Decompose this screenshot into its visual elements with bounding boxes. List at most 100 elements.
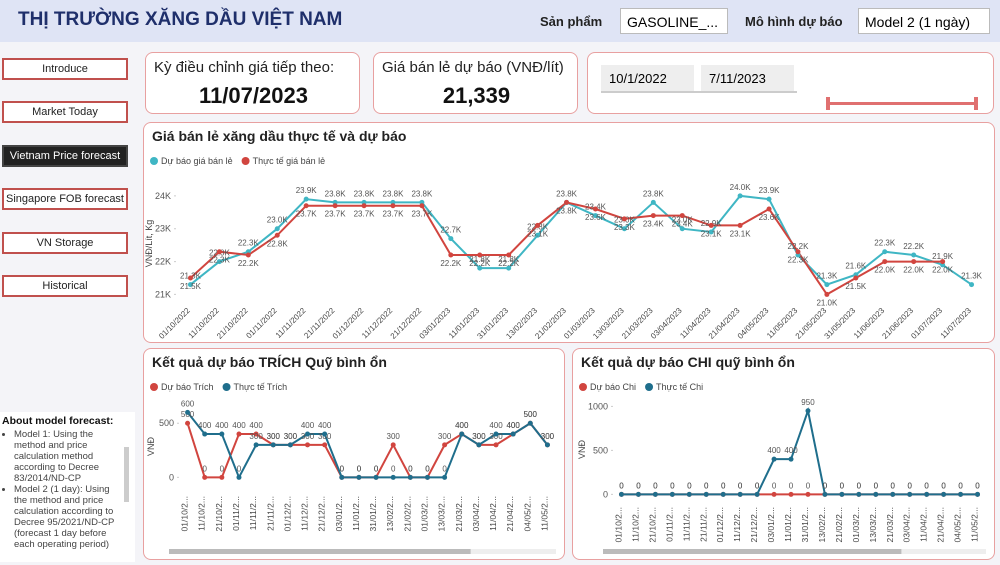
data-label: 0	[687, 481, 692, 490]
data-label: 22.0K	[932, 266, 954, 275]
data-point	[788, 456, 794, 462]
x-tick-label: 04/05/2...	[953, 507, 963, 542]
x-tick-label: 11/04/2...	[919, 507, 929, 542]
data-point	[703, 491, 709, 497]
data-label: 0	[670, 481, 675, 490]
data-label: 23.8K	[643, 189, 665, 198]
data-label: 0	[704, 481, 709, 490]
data-label: 22.2K	[469, 259, 491, 268]
data-label: 22.0K	[903, 266, 925, 275]
data-label: 23.6K	[759, 213, 781, 222]
legend-marker	[579, 383, 587, 391]
data-point	[390, 203, 396, 209]
x-tick-label: 21/10/2...	[647, 507, 657, 542]
data-point	[390, 442, 396, 448]
data-point	[708, 229, 714, 235]
data-label: 0	[425, 464, 430, 473]
data-label: 23.7K	[354, 210, 376, 219]
legend-label: Dự báo Trích	[161, 382, 214, 392]
data-label: 300	[541, 432, 555, 441]
x-tick-label: 01/12/2...	[282, 496, 292, 531]
nav-button[interactable]: Introduce	[2, 58, 128, 80]
data-point	[890, 491, 896, 497]
y-tick-label: 22K	[155, 257, 171, 267]
card-value: 21,339	[442, 83, 511, 108]
legend-label: Thực tế giá bán lẻ	[253, 156, 326, 166]
series-line	[186, 411, 549, 480]
data-label: 21.9K	[932, 252, 954, 261]
x-tick-label: 13/02/2...	[817, 507, 827, 542]
data-point	[754, 491, 760, 497]
data-label: 23.7K	[325, 210, 347, 219]
data-label: 21.3K	[961, 272, 983, 281]
slider-handle[interactable]	[974, 97, 978, 110]
x-tick-label: 11/01/2...	[351, 496, 361, 531]
model-dropdown[interactable]: Model 2 (1 ngày)	[858, 8, 990, 34]
slider-handle[interactable]	[826, 97, 830, 110]
data-label: 400	[215, 421, 229, 430]
card-value: 11/07/2023	[199, 83, 308, 108]
data-label: 22.8K	[267, 239, 289, 248]
data-label: 400	[318, 421, 332, 430]
card-label: Giá bán lẻ dự báo (VNĐ/lít)	[382, 59, 564, 76]
data-point	[635, 491, 641, 497]
product-dropdown[interactable]: GASOLINE_...	[620, 8, 728, 34]
data-point	[202, 431, 208, 437]
data-label: 300	[472, 432, 486, 441]
data-label: 0	[653, 481, 658, 490]
slider-track	[828, 102, 976, 105]
scrollbar-thumb	[603, 549, 902, 554]
data-point	[795, 249, 801, 255]
y-tick-label: 24K	[155, 191, 171, 201]
collect-fund-chart: Kết quả dự báo TRÍCH Quỹ bình ổn Dự báo T…	[143, 348, 565, 560]
data-point	[679, 226, 685, 232]
data-label: 23.1K	[701, 229, 723, 238]
x-tick-label: 11/04/2...	[488, 496, 498, 531]
data-label: 23.0K	[267, 216, 289, 225]
data-label: 0	[391, 464, 396, 473]
x-tick-label: 21/12/2...	[749, 507, 759, 542]
y-tick-label: 500	[159, 418, 174, 428]
data-label: 23.8K	[411, 189, 433, 198]
x-tick-label: 13/03/2...	[437, 496, 447, 531]
data-point	[270, 442, 276, 448]
data-label: 0	[340, 464, 345, 473]
nav-button[interactable]: Historical	[2, 275, 128, 297]
data-point	[219, 474, 225, 480]
end-date[interactable]: 7/11/2023	[701, 65, 794, 91]
nav-button[interactable]: Market Today	[2, 101, 128, 123]
data-point	[185, 420, 191, 426]
data-label: 0	[840, 481, 845, 490]
nav-button[interactable]: Vietnam Price forecast	[2, 145, 128, 167]
data-label: 0	[941, 481, 946, 490]
data-label: 300	[472, 432, 486, 441]
nav-button[interactable]: VN Storage	[2, 232, 128, 254]
data-point	[686, 491, 692, 497]
data-point	[839, 491, 845, 497]
x-tick-label: 04/05/2...	[522, 496, 532, 531]
x-tick-label: 01/11/2022	[244, 306, 279, 341]
nav-button[interactable]: Singapore FOB forecast	[2, 188, 128, 210]
scrollbar[interactable]	[124, 447, 129, 502]
data-point	[236, 431, 242, 437]
data-label: 400	[506, 421, 520, 430]
data-label: 22.3K	[874, 239, 896, 248]
data-label: 0	[857, 481, 862, 490]
data-point	[339, 474, 345, 480]
data-point	[373, 474, 379, 480]
data-point	[506, 252, 512, 258]
x-tick-label: 01/11/2...	[664, 507, 674, 542]
data-label: 0	[721, 481, 726, 490]
data-label: 23.0K	[672, 216, 694, 225]
data-point	[621, 216, 627, 222]
data-point	[305, 442, 311, 448]
data-label: 23.7K	[296, 210, 318, 219]
data-label: 23.4K	[672, 220, 694, 229]
start-date[interactable]: 10/1/2022	[601, 65, 694, 91]
data-label: 22.2K	[238, 259, 260, 268]
data-label: 0	[755, 481, 760, 490]
data-point	[911, 259, 917, 265]
data-point	[771, 456, 777, 462]
data-label: 0	[636, 481, 641, 490]
data-label: 300	[438, 432, 452, 441]
